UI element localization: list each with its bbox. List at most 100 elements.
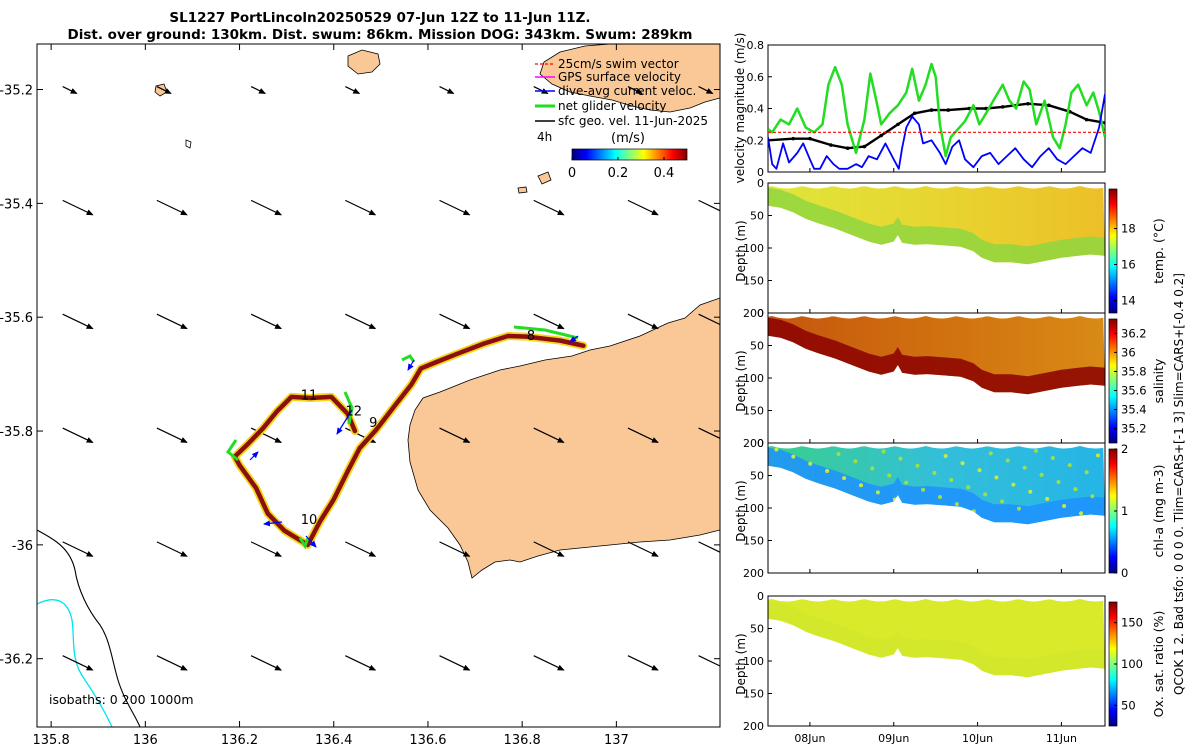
salinity-colorbar [1108,318,1118,444]
chl-dot [943,454,948,458]
legend-gps-velocity: GPS surface velocity [558,70,681,84]
map-x-axis: 135.8 136 136.2 136.4 136.6 136.8 137 [33,44,629,748]
chl-dot [881,449,886,454]
map-x-tick-label: 136.4 [315,733,352,748]
glider-track [232,333,586,548]
dive-avg-current-arrow [336,409,353,435]
temperature-section-data [768,186,1105,265]
velocity-point [791,136,795,141]
salinity-colorbar-label: salinity [1151,358,1166,403]
chl-dot [825,468,830,473]
chl-dot [1039,472,1044,477]
oxygen-colorbar-tick-label: 100 [1121,657,1143,671]
chl-dot [966,485,971,490]
sfc-geo-arrow [698,655,720,667]
oxygen-y-tick-label: 200 [743,720,764,733]
map-colorbar-tick-label: 0 [568,166,576,181]
chl-dot [1062,504,1067,509]
salinity-y-tick-label: 50 [750,340,764,353]
velocity-point [896,122,900,127]
map-legend: 25cm/s swim vector GPS surface velocity … [535,57,708,181]
chl-dot [774,477,779,482]
chl-dot [859,483,864,488]
sfc-geo-arrow [345,85,361,94]
chl-dot [1095,453,1100,458]
chl-dot [909,504,914,509]
salinity-y-label: Depth (m) [734,350,748,411]
velocity-point [1026,101,1030,106]
sfc-geo-arrow [627,85,643,94]
chl-dot [971,509,976,514]
dive-avg-current-arrow [569,335,579,343]
chl-dot [1028,489,1033,494]
chl-dot [904,480,909,485]
day-marker-label: 11 [301,389,318,404]
legend-swim-vector: 25cm/s swim vector [558,57,679,71]
time-tick-label: 09Jun [878,732,909,745]
salinity-section-data [768,316,1105,395]
sfc-geo-arrow [627,313,659,330]
chl-dot [1005,458,1010,463]
velocity-y-label: velocity magnitude (m/s) [733,33,747,184]
sfc-geo-arrow [439,655,471,671]
chl-dot [802,502,807,507]
chlorophyll-y-tick-label: 50 [750,470,764,483]
section-deep-layer [768,600,1105,678]
velocity-point [1047,103,1051,108]
chl-dot [836,452,841,457]
velocity-y-tick-label: 0 [757,166,764,179]
sfc-geo-arrow [345,199,377,216]
sfc-geo-arrow [698,199,720,212]
legend-dive-avg-current: dive-avg current veloc. [558,84,696,98]
velocity-point [912,111,917,116]
chl-dot [1079,511,1084,516]
temperature-y-label: Depth (m) [734,220,748,281]
day-marker-label: 10 [301,513,318,528]
isobath-1000m [37,599,113,727]
map-x-tick-label: 136.8 [504,733,541,748]
chl-dot [954,502,959,507]
chl-dot [819,509,824,514]
velocity-series-line [768,94,1105,170]
temperature-section-panel: 0 50 100 150 200 Depth (m) 14 16 18 temp. (°C) [734,177,1166,320]
chlorophyll-colorbar-tick-label: 2 [1121,442,1128,456]
small-island-d [185,139,192,149]
legend-net-glider-velocity: net glider velocity [558,99,666,113]
oxygen-section-data [768,599,1105,678]
oxygen-colorbar-label: Ox. sat. ratio (%) [1151,611,1166,718]
chl-dot [1011,482,1016,487]
chl-dot [887,473,892,478]
velocity-point [1103,120,1105,125]
chl-dot [796,478,801,483]
sfc-geo-arrow [62,199,94,216]
sfc-geo-arrow [62,655,94,671]
oxygen-y-tick-label: 0 [757,590,764,603]
dive-avg-current-arrow [407,359,415,371]
map-x-tick-label: 137 [604,733,629,748]
sfc-geo-arrow [156,313,188,330]
map-colorbar [571,148,688,161]
salinity-y-tick-label: 100 [743,372,764,385]
sfc-geo-arrow [627,655,659,671]
temperature-colorbar-label: temp. (°C) [1151,218,1166,283]
chlorophyll-y-tick-label: 200 [743,567,764,580]
time-axis: 08Jun 09Jun 10Jun 11Jun [794,168,1077,745]
sfc-geo-arrow [627,427,659,443]
chl-dot [1084,470,1089,475]
day-marker-label: 8 [527,329,535,344]
chl-dot [1022,465,1027,470]
oxygen-y-tick-label: 50 [750,623,764,636]
sfc-geo-arrow [533,199,565,216]
velocity-point [845,146,850,150]
sfc-geo-arrow [156,655,188,671]
peninsula-land [539,44,720,113]
small-island-c [537,171,552,185]
chlorophyll-colorbar-tick-label: 0 [1121,566,1128,580]
net-glider-velocity-segment [513,325,579,340]
sfc-geo-arrow [250,199,282,216]
sfc-geo-arrow [439,427,471,443]
sfc-geo-arrow [62,313,94,330]
salinity-colorbar-tick-label: 36 [1121,345,1136,359]
